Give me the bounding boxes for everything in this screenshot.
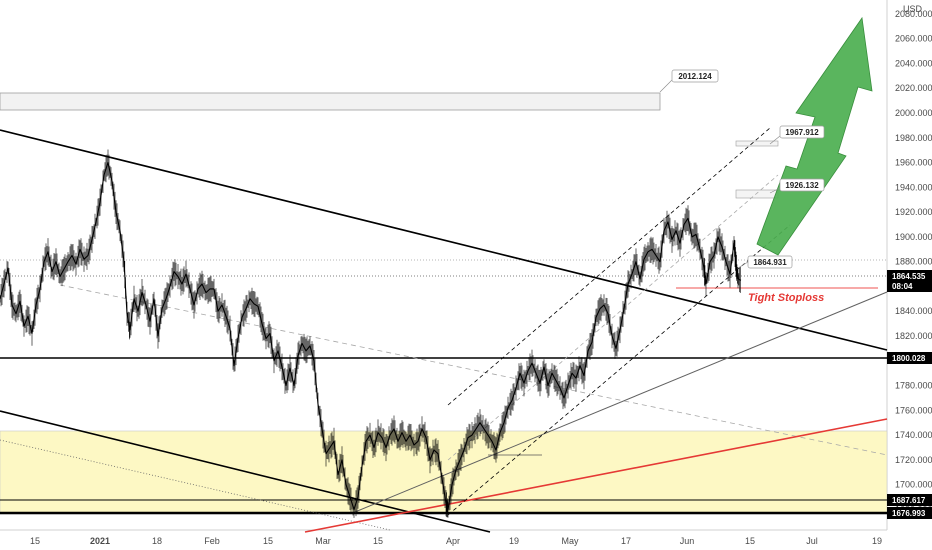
y-tick-label: 1900.000	[895, 232, 932, 242]
y-tick-label: 2080.000	[895, 9, 932, 19]
x-tick-label: 18	[152, 536, 162, 546]
x-tick-label: May	[561, 536, 579, 546]
callout-leader-1864	[737, 261, 749, 269]
price-label-1687[interactable]: 1687.617	[887, 494, 932, 506]
y-tick-label: 1780.000	[895, 381, 932, 391]
callout-2012-text: 2012.124	[678, 72, 712, 81]
channel-middle-dashed	[447, 174, 779, 461]
y-tick-label: 2000.000	[895, 108, 932, 118]
y-tick-label: 1940.000	[895, 182, 932, 192]
x-tick-label: Feb	[204, 536, 220, 546]
x-tick-label: 2021	[90, 536, 110, 546]
callout-1926-text: 1926.132	[785, 181, 819, 190]
x-tick-label: 15	[263, 536, 273, 546]
price-label-1676[interactable]: 1676.993	[887, 507, 932, 519]
callout-leader-1926	[769, 187, 781, 194]
price-label-current[interactable]: 1864.535 08:04	[887, 270, 932, 292]
y-tick-label: 2040.000	[895, 58, 932, 68]
y-tick-label: 1720.000	[895, 455, 932, 465]
price-label-1676-text: 1676.993	[892, 509, 926, 518]
y-tick-label: 2060.000	[895, 34, 932, 44]
x-tick-label: Apr	[446, 536, 460, 546]
x-tick-label: 15	[373, 536, 383, 546]
y-tick-label: 1820.000	[895, 331, 932, 341]
price-axis-ticks: 1680.0001700.0001720.0001740.0001760.000…	[895, 9, 932, 515]
callout-2012[interactable]: 2012.124	[671, 69, 719, 83]
resistance-zone[interactable]	[0, 92, 661, 111]
callout-1926[interactable]: 1926.132	[779, 178, 825, 192]
channel-upper-dashed[interactable]	[447, 127, 771, 406]
y-tick-label: 1840.000	[895, 306, 932, 316]
mid-descending-dashed	[59, 284, 888, 456]
target-box-1926[interactable]	[735, 189, 779, 199]
x-tick-label: 19	[509, 536, 519, 546]
y-tick-label: 1700.000	[895, 480, 932, 490]
price-label-1687-text: 1687.617	[892, 496, 926, 505]
price-candles[interactable]	[0, 149, 742, 518]
stoploss-label: Tight Stoploss	[748, 292, 824, 304]
current-price-text: 1864.535	[892, 272, 926, 281]
lower-descending-dotted	[0, 439, 391, 531]
y-tick-label: 1980.000	[895, 133, 932, 143]
x-tick-label: Mar	[315, 536, 331, 546]
callout-1967-text: 1967.912	[785, 128, 819, 137]
callout-leader-2012	[659, 79, 673, 93]
callout-1864-text: 1864.931	[753, 258, 787, 267]
countdown-text: 08:04	[892, 282, 913, 291]
price-line[interactable]	[0, 162, 742, 510]
time-axis-ticks: 15 2021 18 Feb 15 Mar 15 Apr 19 May 17 J…	[30, 536, 882, 546]
channel-lower-dashed[interactable]	[447, 224, 791, 516]
y-tick-label: 1920.000	[895, 207, 932, 217]
y-tick-label: 2020.000	[895, 83, 932, 93]
grey-ascending-trendline[interactable]	[354, 291, 888, 513]
currency-label: USD	[903, 4, 923, 14]
price-label-1800[interactable]: 1800.028	[887, 352, 932, 364]
price-label-1800-text: 1800.028	[892, 354, 926, 363]
x-tick-label: 19	[872, 536, 882, 546]
y-tick-label: 1740.000	[895, 430, 932, 440]
y-tick-label: 1760.000	[895, 405, 932, 415]
callout-1864[interactable]: 1864.931	[747, 255, 793, 269]
x-tick-label: 15	[30, 536, 40, 546]
y-tick-label: 1960.000	[895, 158, 932, 168]
target-box-1967[interactable]	[735, 140, 779, 147]
y-tick-label: 1880.000	[895, 257, 932, 267]
callout-1967[interactable]: 1967.912	[779, 125, 825, 139]
main-descending-trendline[interactable]	[0, 129, 888, 351]
x-tick-label: Jun	[680, 536, 695, 546]
price-axis-panel[interactable]	[887, 0, 932, 530]
x-tick-label: 15	[745, 536, 755, 546]
x-tick-label: 17	[621, 536, 631, 546]
callout-leader-1967	[769, 135, 781, 145]
red-ascending-trendline[interactable]	[304, 418, 888, 533]
x-tick-label: Jul	[806, 536, 818, 546]
